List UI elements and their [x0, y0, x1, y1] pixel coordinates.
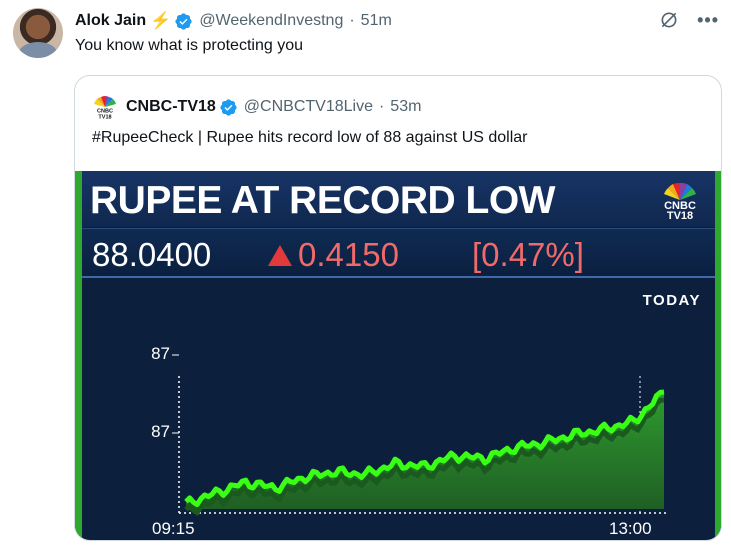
quoted-author-name[interactable]: CNBC-TV18: [126, 98, 216, 115]
verified-badge-icon[interactable]: [174, 12, 193, 31]
avatar-shirt: [19, 42, 57, 58]
x-tick-label: 13:00: [609, 519, 652, 538]
tweet-header: Alok Jain ⚡ @WeekendInvestng · 51m: [75, 10, 392, 32]
y-tick-label: 87: [151, 344, 170, 363]
separator-dot: ·: [378, 98, 385, 115]
y-tick-label: 89: [151, 281, 170, 285]
author-handle[interactable]: @WeekendInvestng: [199, 12, 344, 29]
media-border-left: [75, 171, 82, 540]
quoted-tweet-time[interactable]: 53m: [390, 98, 422, 115]
quoted-author-handle[interactable]: @CNBCTV18Live: [243, 98, 373, 115]
price-ticker: 88.0400 0.4150 [0.47%]: [82, 228, 715, 278]
up-arrow-icon: [268, 244, 292, 266]
y-tick-label: 87: [151, 422, 170, 441]
author-name[interactable]: Alok Jain: [75, 12, 147, 29]
price-value: 88.0400: [92, 236, 212, 273]
cnbc-tv18-avatar-icon[interactable]: CNBC TV18: [92, 94, 118, 120]
media-border-right: [715, 171, 721, 540]
quoted-tweet-card[interactable]: CNBC TV18 CNBC-TV18 @CNBCTV18Live · 53m …: [74, 75, 722, 541]
peacock-icon: [664, 182, 696, 200]
price-change: 0.4150: [268, 236, 399, 274]
period-label: TODAY: [642, 292, 701, 309]
tweet-media-image[interactable]: RUPEE AT RECORD LOW CNBC TV18 88.0400 0.4…: [75, 171, 721, 540]
rupee-intraday-chart: 89 87 87 09:15 13:00: [151, 281, 667, 538]
cnbc-tv18-logo-icon: CNBC TV18: [659, 179, 701, 223]
author-avatar[interactable]: [13, 8, 63, 58]
logo-cnbc-text: CNBC: [664, 200, 696, 212]
change-value: 0.4150: [298, 236, 399, 273]
quoted-tweet-text: #RupeeCheck | Rupee hits record low of 8…: [92, 129, 528, 146]
x-tick-label: 09:15: [152, 519, 195, 538]
lightning-bolt-icon: ⚡: [150, 11, 172, 30]
tweet-text: You know what is protecting you: [75, 37, 303, 54]
separator-dot: ·: [349, 12, 355, 29]
verified-badge-icon[interactable]: [219, 98, 238, 117]
logo-tv18-text: TV18: [666, 210, 694, 222]
avatar-tv18-text: TV18: [98, 115, 111, 121]
tweet-actions: •••: [659, 10, 719, 30]
area-fill: [186, 392, 664, 509]
series-line: [184, 389, 665, 508]
shadow-line: [184, 397, 665, 517]
avatar-cnbc-text: CNBC: [97, 109, 113, 115]
more-options-icon[interactable]: •••: [697, 10, 719, 30]
headline-banner: RUPEE AT RECORD LOW CNBC TV18: [82, 171, 715, 227]
quoted-tweet-header: CNBC TV18 CNBC-TV18 @CNBCTV18Live · 53m: [92, 94, 422, 120]
mute-conversation-icon[interactable]: [659, 10, 679, 30]
headline-text: RUPEE AT RECORD LOW: [90, 179, 556, 222]
change-percent: [0.47%]: [472, 236, 584, 273]
tweet-time[interactable]: 51m: [360, 12, 392, 29]
